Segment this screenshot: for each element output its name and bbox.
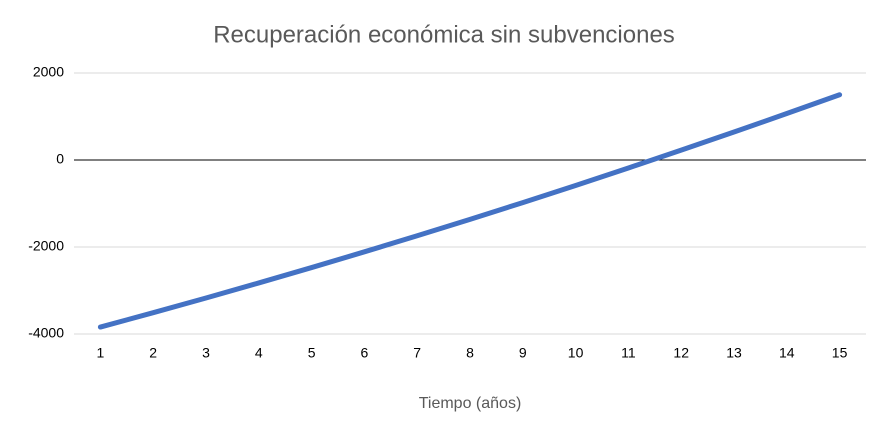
x-tick-label: 9: [519, 345, 527, 361]
x-tick-label: 13: [726, 345, 742, 361]
x-tick-label: 5: [308, 345, 316, 361]
x-tick-label: 1: [97, 345, 105, 361]
x-tick-label: 3: [202, 345, 210, 361]
x-tick-label: 15: [832, 345, 848, 361]
x-tick-label: 4: [255, 345, 263, 361]
x-tick-label: 12: [673, 345, 689, 361]
x-tick-label: 2: [149, 345, 157, 361]
x-tick-label: 8: [466, 345, 474, 361]
y-tick-label: 0: [56, 151, 64, 167]
x-axis-title: Tiempo (años): [419, 395, 522, 412]
line: [97, 92, 843, 330]
x-tick-label: 7: [413, 345, 421, 361]
y-tick-label: 2000: [33, 64, 64, 80]
y-tick-label: -2000: [28, 238, 64, 254]
x-tick-label: 6: [361, 345, 369, 361]
y-tick-label: -4000: [28, 325, 64, 341]
x-tick-label: 11: [621, 345, 636, 361]
x-tick-label: 14: [779, 345, 795, 361]
x-tick-label: 10: [568, 345, 584, 361]
chart-title: Recuperación económica sin subvenciones: [213, 21, 675, 48]
